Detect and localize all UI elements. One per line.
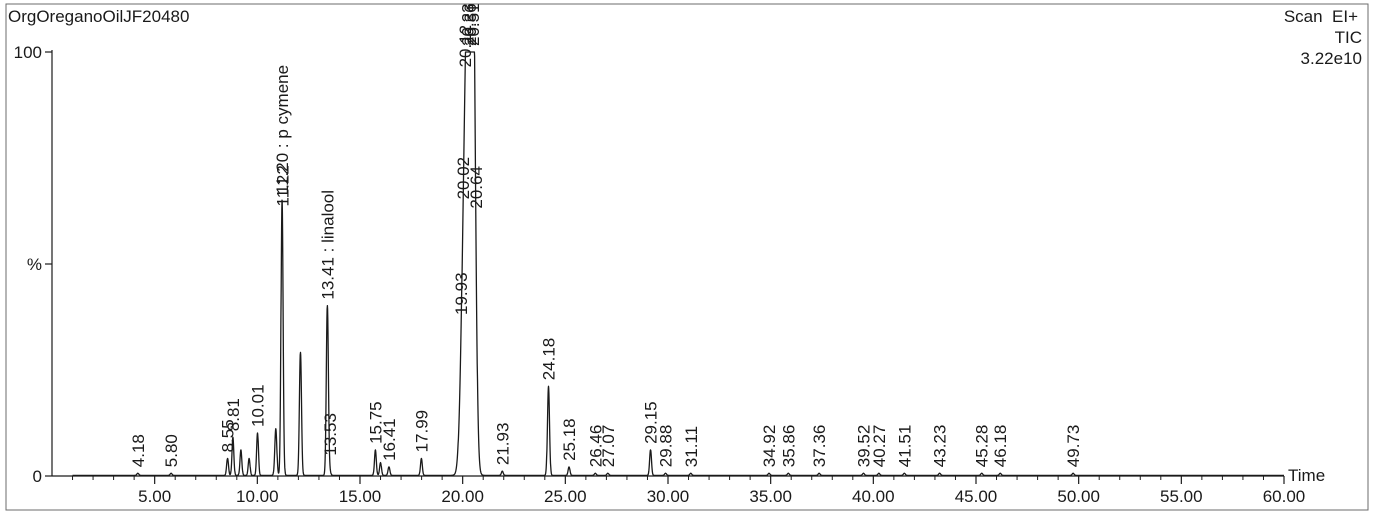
peak-label: 43.23: [931, 425, 950, 468]
sample-name: OrgOreganoOilJF20480: [8, 7, 189, 26]
x-tick-label: 55.00: [1160, 487, 1203, 506]
peak-label: 29.15: [642, 401, 661, 444]
peak-label: 41.51: [895, 425, 914, 468]
peak-label: 8.81: [224, 398, 243, 431]
peak-label: 11.22: [273, 165, 292, 206]
x-tick-label: 10.00: [236, 487, 279, 506]
peak-label: 8.55: [219, 419, 238, 452]
peak-label: 39.52: [855, 425, 874, 468]
peak-label: 24.18: [540, 338, 559, 381]
x-tick-label: 15.00: [339, 487, 382, 506]
peak-label: 19.93: [452, 272, 471, 315]
y-tick-label: 0: [33, 467, 42, 486]
peak-label: 21.93: [493, 423, 512, 466]
x-tick-label: 30.00: [647, 487, 690, 506]
peak-labels: 4.18 5.80 8.558.81 10.01 11.20 : p cymene11.…: [129, 3, 1083, 467]
peak-label: 20.64: [467, 166, 486, 209]
intensity-value: 3.22e10: [1301, 49, 1362, 68]
peak-label: 20.51: [464, 3, 483, 46]
peak-label: 45.28: [973, 425, 992, 468]
peak-label: 13.41 : linalool: [318, 190, 337, 300]
peak-label: 4.18: [129, 434, 148, 467]
peak-label: 40.27: [870, 425, 889, 468]
peak-label: 37.36: [810, 425, 829, 468]
trace-type: TIC: [1335, 28, 1362, 47]
peak-label: 25.18: [560, 418, 579, 461]
x-tick-label: 40.00: [852, 487, 895, 506]
tic-trace: [72, 51, 1285, 477]
peak-label: 11.20 : p cymene: [273, 65, 292, 194]
peak-label: 20.23: [458, 3, 477, 46]
peak-label: 29.88: [657, 425, 676, 468]
peak-label: 49.73: [1064, 425, 1083, 468]
x-ticks: 5.00 10.00 15.00 20.00 25.00 30.00 35.00 40.00 4…: [72, 476, 1306, 506]
peak-label: 10.01: [249, 384, 268, 427]
peak-label: 5.80: [162, 434, 181, 467]
x-tick-label: 45.00: [955, 487, 998, 506]
y-tick-label: 100: [14, 43, 42, 62]
x-tick-label: 25.00: [544, 487, 587, 506]
x-axis-label: Time: [1288, 466, 1325, 485]
peak-label: 35.86: [779, 425, 798, 468]
peak-label: 20.02: [454, 157, 473, 200]
peak-label: 17.99: [412, 410, 431, 453]
scan-mode: Scan EI+: [1284, 7, 1358, 26]
y-ticks: 0% 100: [14, 43, 52, 486]
peak-label: 46.18: [991, 425, 1010, 468]
peak-label: 20.12: [456, 25, 475, 68]
x-tick-label: 5.00: [138, 487, 171, 506]
x-tick-label: 35.00: [749, 487, 792, 506]
x-tick-label: 50.00: [1057, 487, 1100, 506]
peak-label: 20.36: [461, 3, 480, 46]
peak-label: 16.41: [380, 418, 399, 461]
y-tick-label: %: [27, 255, 42, 274]
x-tick-label: 20.00: [441, 487, 484, 506]
peak-label: 27.07: [599, 425, 618, 468]
peak-label: 15.75: [366, 401, 385, 444]
peak-label: 26.46: [586, 425, 605, 468]
peak-label: 13.53: [321, 413, 340, 456]
x-tick-label: 60.00: [1263, 487, 1306, 506]
figure-border: [5, 3, 1369, 511]
peak-label: 34.92: [760, 425, 779, 468]
peak-label: 31.11: [682, 426, 701, 467]
